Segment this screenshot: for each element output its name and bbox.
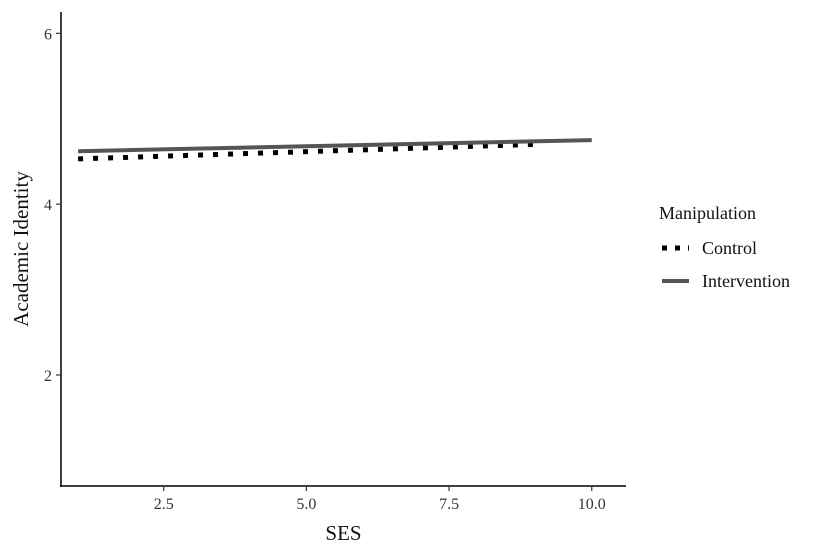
legend-title: Manipulation bbox=[659, 203, 756, 223]
x-tick-label: 10.0 bbox=[578, 496, 606, 513]
y-tick-label: 4 bbox=[44, 197, 52, 214]
legend-label-intervention: Intervention bbox=[702, 271, 790, 291]
x-tick-label: 7.5 bbox=[439, 496, 459, 513]
axes-layer: 2 4 6 2.5 5.0 7.5 10.0 SES Academic Identity bbox=[9, 12, 626, 545]
x-axis-title: SES bbox=[325, 521, 361, 545]
y-tick-label: 2 bbox=[44, 368, 52, 385]
x-tick-label: 5.0 bbox=[296, 496, 316, 513]
y-axis-title: Academic Identity bbox=[9, 171, 33, 327]
series-line-control bbox=[78, 141, 535, 162]
series-line-intervention bbox=[78, 138, 592, 154]
series-layer bbox=[78, 138, 592, 162]
legend-label-control: Control bbox=[702, 238, 757, 258]
y-tick-label: 6 bbox=[44, 26, 52, 43]
x-tick-label: 2.5 bbox=[154, 496, 174, 513]
legend-layer: Manipulation Control Intervention bbox=[659, 203, 790, 291]
